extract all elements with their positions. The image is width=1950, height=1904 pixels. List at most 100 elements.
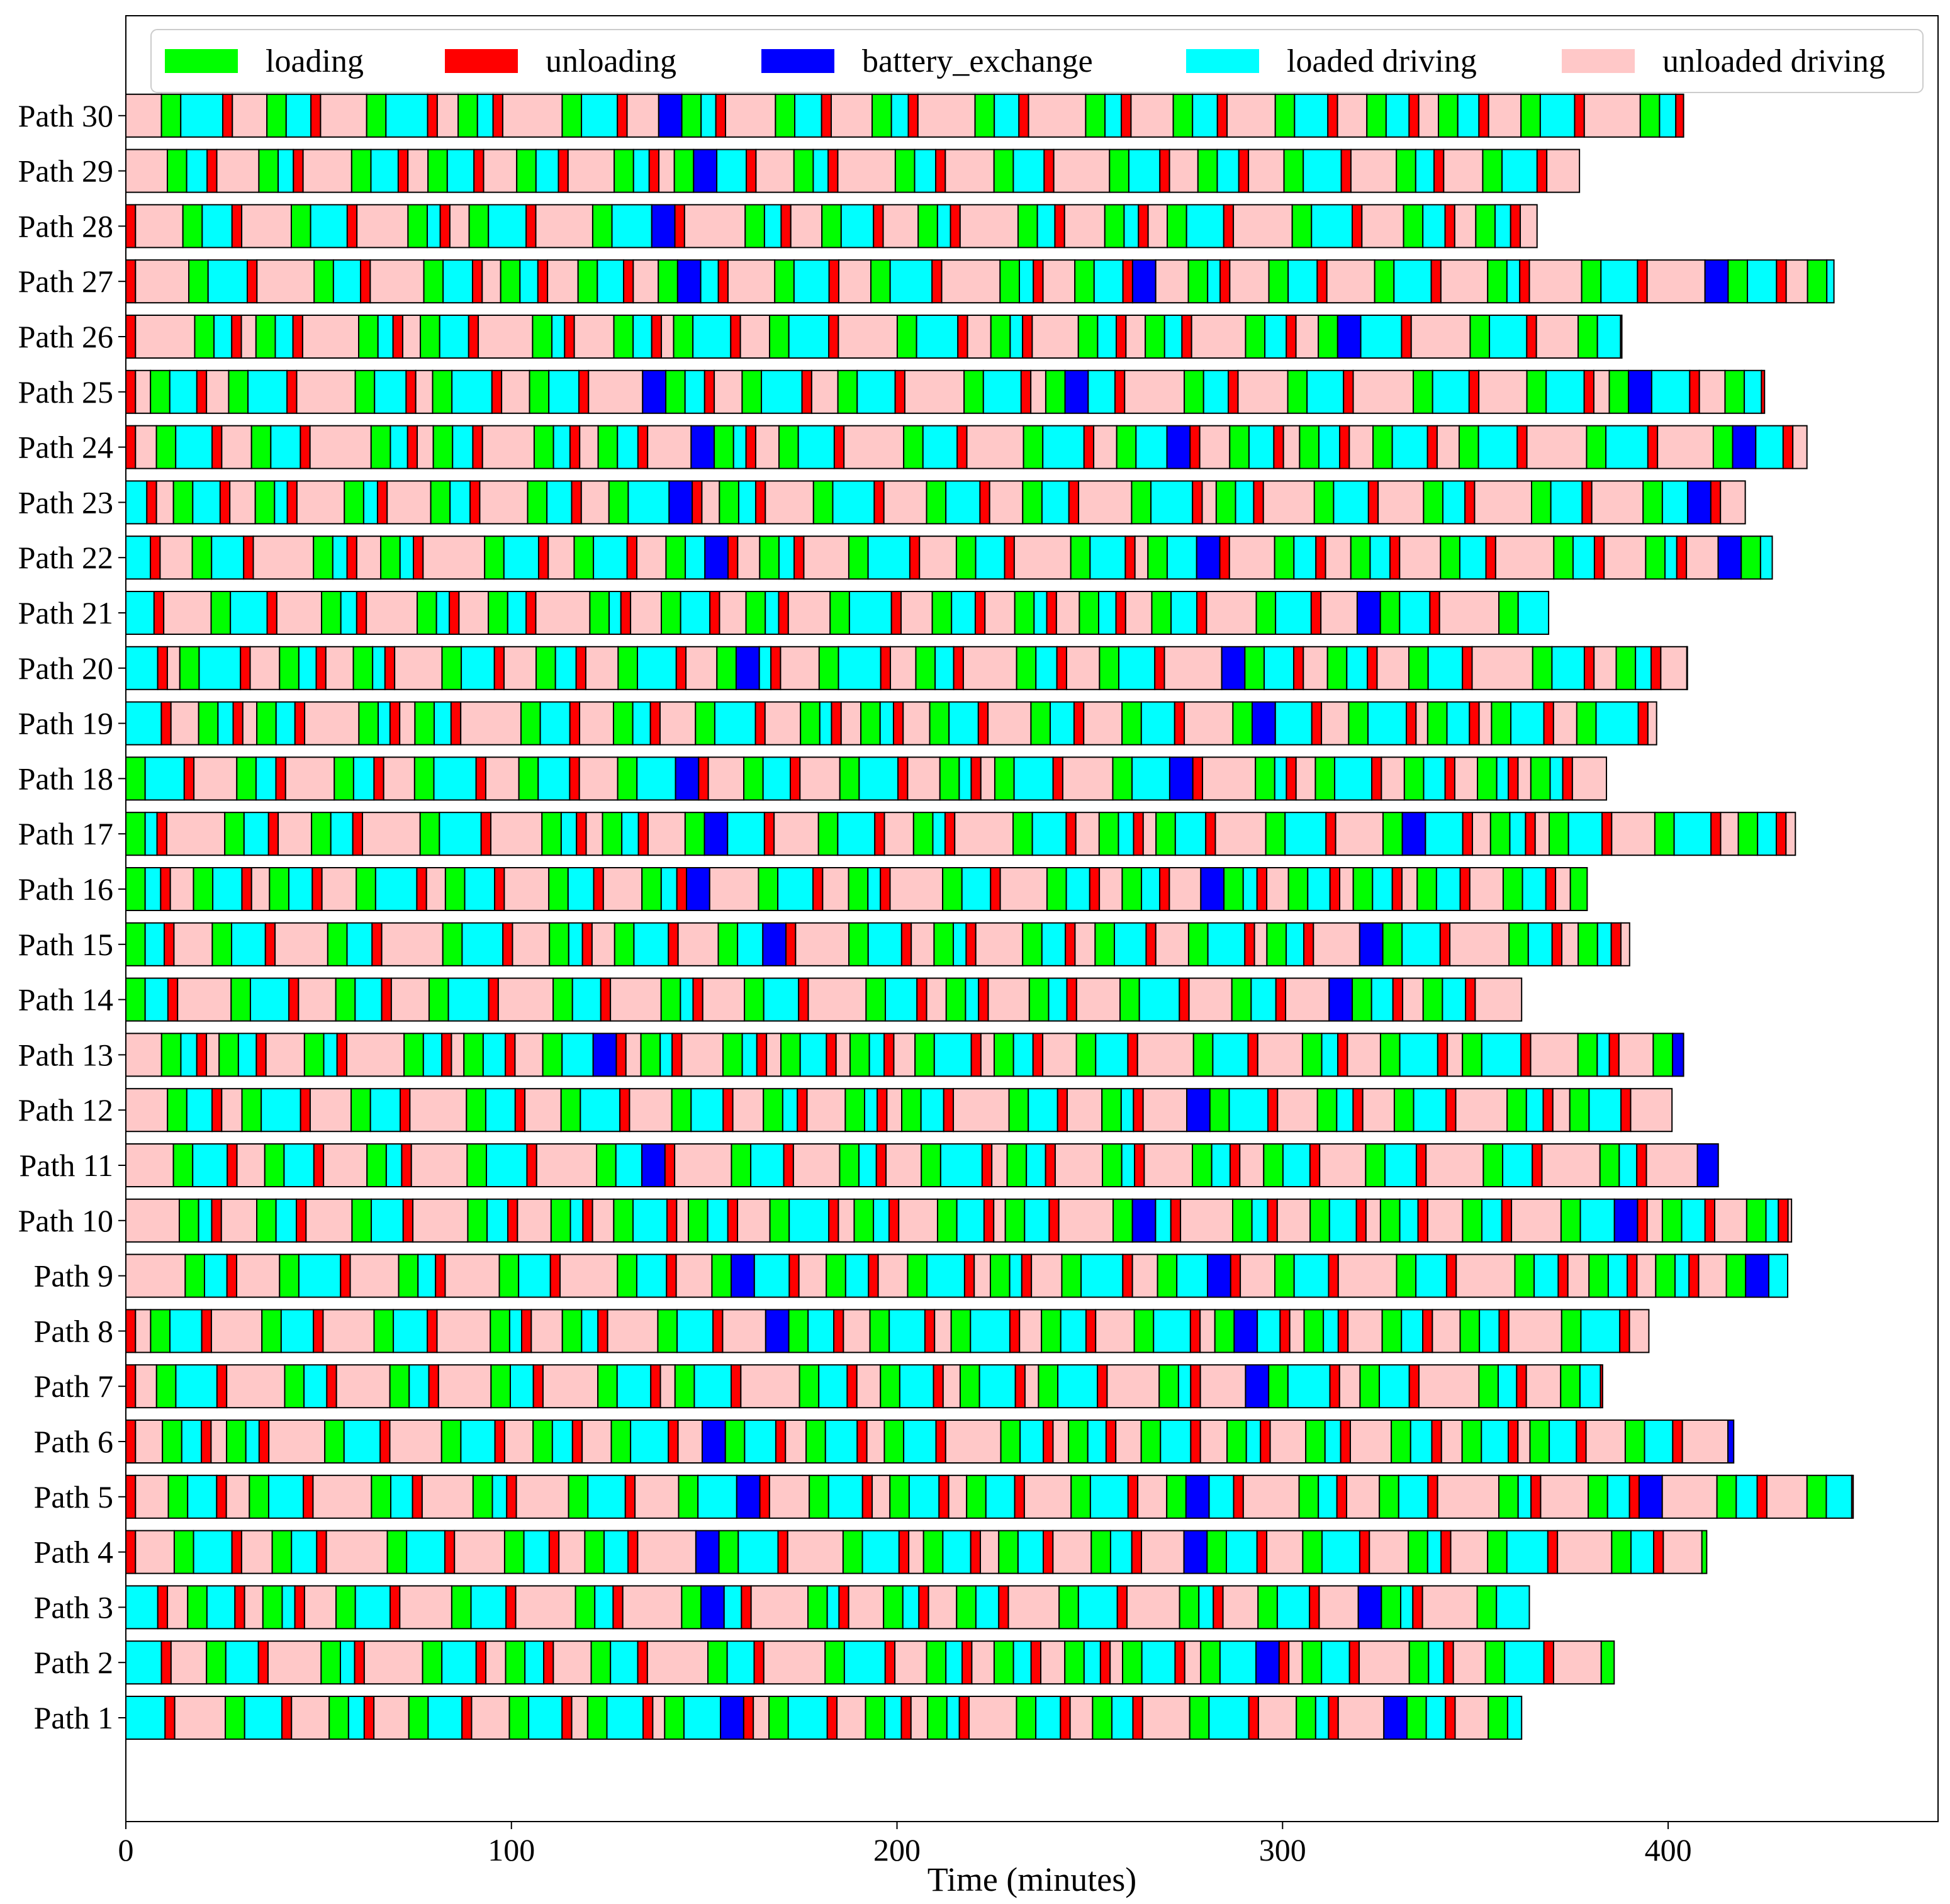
segment-loading <box>324 1420 345 1464</box>
segment-loading <box>839 1143 860 1187</box>
segment-loading <box>224 812 245 856</box>
segment-unloading <box>1190 1364 1201 1409</box>
segment-unloading <box>157 646 168 690</box>
segment-loaded-driving <box>1579 1198 1615 1243</box>
segment-loading <box>660 977 681 1022</box>
segment-loading <box>1287 867 1309 911</box>
segment-unloaded-driving <box>1239 1143 1265 1187</box>
segment-unloading <box>125 369 137 414</box>
segment-loaded-driving <box>1163 315 1183 359</box>
segment-loaded-driving <box>939 1143 983 1187</box>
segment-loading <box>922 1530 944 1574</box>
segment-loaded-driving <box>838 646 882 690</box>
segment-loading <box>311 812 332 856</box>
segment-unloading <box>1043 1420 1054 1464</box>
segment-loading <box>1576 701 1597 746</box>
segment-unloading <box>956 425 968 469</box>
segment-unloaded-driving <box>485 756 520 801</box>
segment-battery-exchange <box>762 922 787 966</box>
segment-loaded-driving <box>1131 756 1170 801</box>
segment-battery-exchange <box>1131 1198 1157 1243</box>
segment-loaded-driving <box>354 1585 391 1630</box>
segment-unloading <box>1030 1640 1041 1685</box>
segment-loading <box>266 93 287 138</box>
segment-loading <box>403 1033 424 1077</box>
segment-unloaded-driving <box>1437 1474 1500 1519</box>
segment-loaded-driving <box>676 1309 714 1353</box>
segment-unloading <box>1545 867 1557 911</box>
segment-unloading <box>1260 1420 1271 1464</box>
segment-loading <box>1121 867 1143 911</box>
segment-loaded-driving <box>524 1640 545 1685</box>
segment-unloaded-driving <box>1425 1143 1484 1187</box>
segment-loading <box>793 148 814 193</box>
segment-unloaded-driving <box>373 1696 410 1740</box>
segment-unloaded-driving <box>1541 1143 1601 1187</box>
segment-unloaded-driving <box>882 204 919 249</box>
segment-unloading <box>1056 1088 1068 1133</box>
segment-loaded-driving <box>1426 1530 1442 1574</box>
segment-unloading <box>1608 1033 1620 1077</box>
segment-loaded-driving <box>503 535 539 580</box>
segment-unloaded-driving <box>902 701 931 746</box>
segment-unloaded-driving <box>838 259 872 304</box>
segment-unloaded-driving <box>1546 148 1581 193</box>
segment-loaded-driving <box>753 1253 790 1298</box>
segment-loading <box>162 1420 182 1464</box>
segment-loaded-driving <box>1077 1585 1118 1630</box>
segment-loaded-driving <box>1606 1474 1630 1519</box>
segment-loaded-driving <box>1596 1033 1610 1077</box>
segment-unloaded-driving <box>335 1364 391 1409</box>
segment-loading <box>812 480 834 525</box>
segment-loading <box>236 756 257 801</box>
segment-unloading <box>232 701 244 746</box>
segment-loaded-driving <box>1346 646 1369 690</box>
y-tick-label: Path 8 <box>34 1313 113 1348</box>
segment-unloading <box>597 1309 608 1353</box>
segment-unloaded-driving <box>515 1585 576 1630</box>
segment-loaded-driving <box>1681 1198 1706 1243</box>
segment-loading <box>1530 756 1551 801</box>
segment-loaded-driving <box>460 1420 496 1464</box>
segment-unloading <box>525 591 537 635</box>
segment-unloading <box>360 259 371 304</box>
segment-battery-exchange <box>1717 535 1742 580</box>
segment-unloading <box>315 646 327 690</box>
segment-unloading <box>1238 148 1250 193</box>
segment-battery-exchange <box>735 646 760 690</box>
segment-unloaded-driving <box>1063 204 1106 249</box>
segment-loading <box>508 1696 530 1740</box>
segment-unloaded-driving <box>1436 425 1460 469</box>
segment-unloading <box>712 1309 724 1353</box>
segment-loaded-driving <box>1033 591 1048 635</box>
segment-loading <box>500 259 521 304</box>
segment-unloaded-driving <box>236 1143 266 1187</box>
segment-unloaded-driving <box>573 315 615 359</box>
segment-unloading <box>1114 369 1126 414</box>
y-tick-label: Path 10 <box>18 1203 113 1238</box>
segment-loaded-driving <box>737 922 764 966</box>
segment-unloaded-driving <box>1078 480 1133 525</box>
segment-loading <box>1090 1530 1111 1574</box>
segment-loading <box>744 977 765 1022</box>
segment-unloaded-driving <box>755 148 795 193</box>
segment-unloading <box>346 204 358 249</box>
segment-unloaded-driving <box>1636 1253 1657 1298</box>
segment-loading <box>1121 701 1142 746</box>
segment-unloaded-driving <box>1471 646 1533 690</box>
segment-unloading <box>1851 1474 1854 1519</box>
segment-loading <box>1652 1033 1674 1077</box>
segment-unloaded-driving <box>135 1364 157 1409</box>
segment-loading <box>1549 812 1569 856</box>
segment-unloaded-driving <box>661 315 675 359</box>
segment-loaded-driving <box>389 425 408 469</box>
segment-loaded-driving <box>951 591 976 635</box>
segment-unloaded-driving <box>1646 1198 1663 1243</box>
segment-loaded-driving <box>275 701 296 746</box>
segment-loaded-driving <box>1539 93 1576 138</box>
segment-unloading <box>1339 425 1350 469</box>
segment-loaded-driving <box>948 701 979 746</box>
segment-unloaded-driving <box>1054 1143 1104 1187</box>
segment-unloading <box>216 1474 227 1519</box>
segment-unloading <box>1627 1253 1638 1298</box>
